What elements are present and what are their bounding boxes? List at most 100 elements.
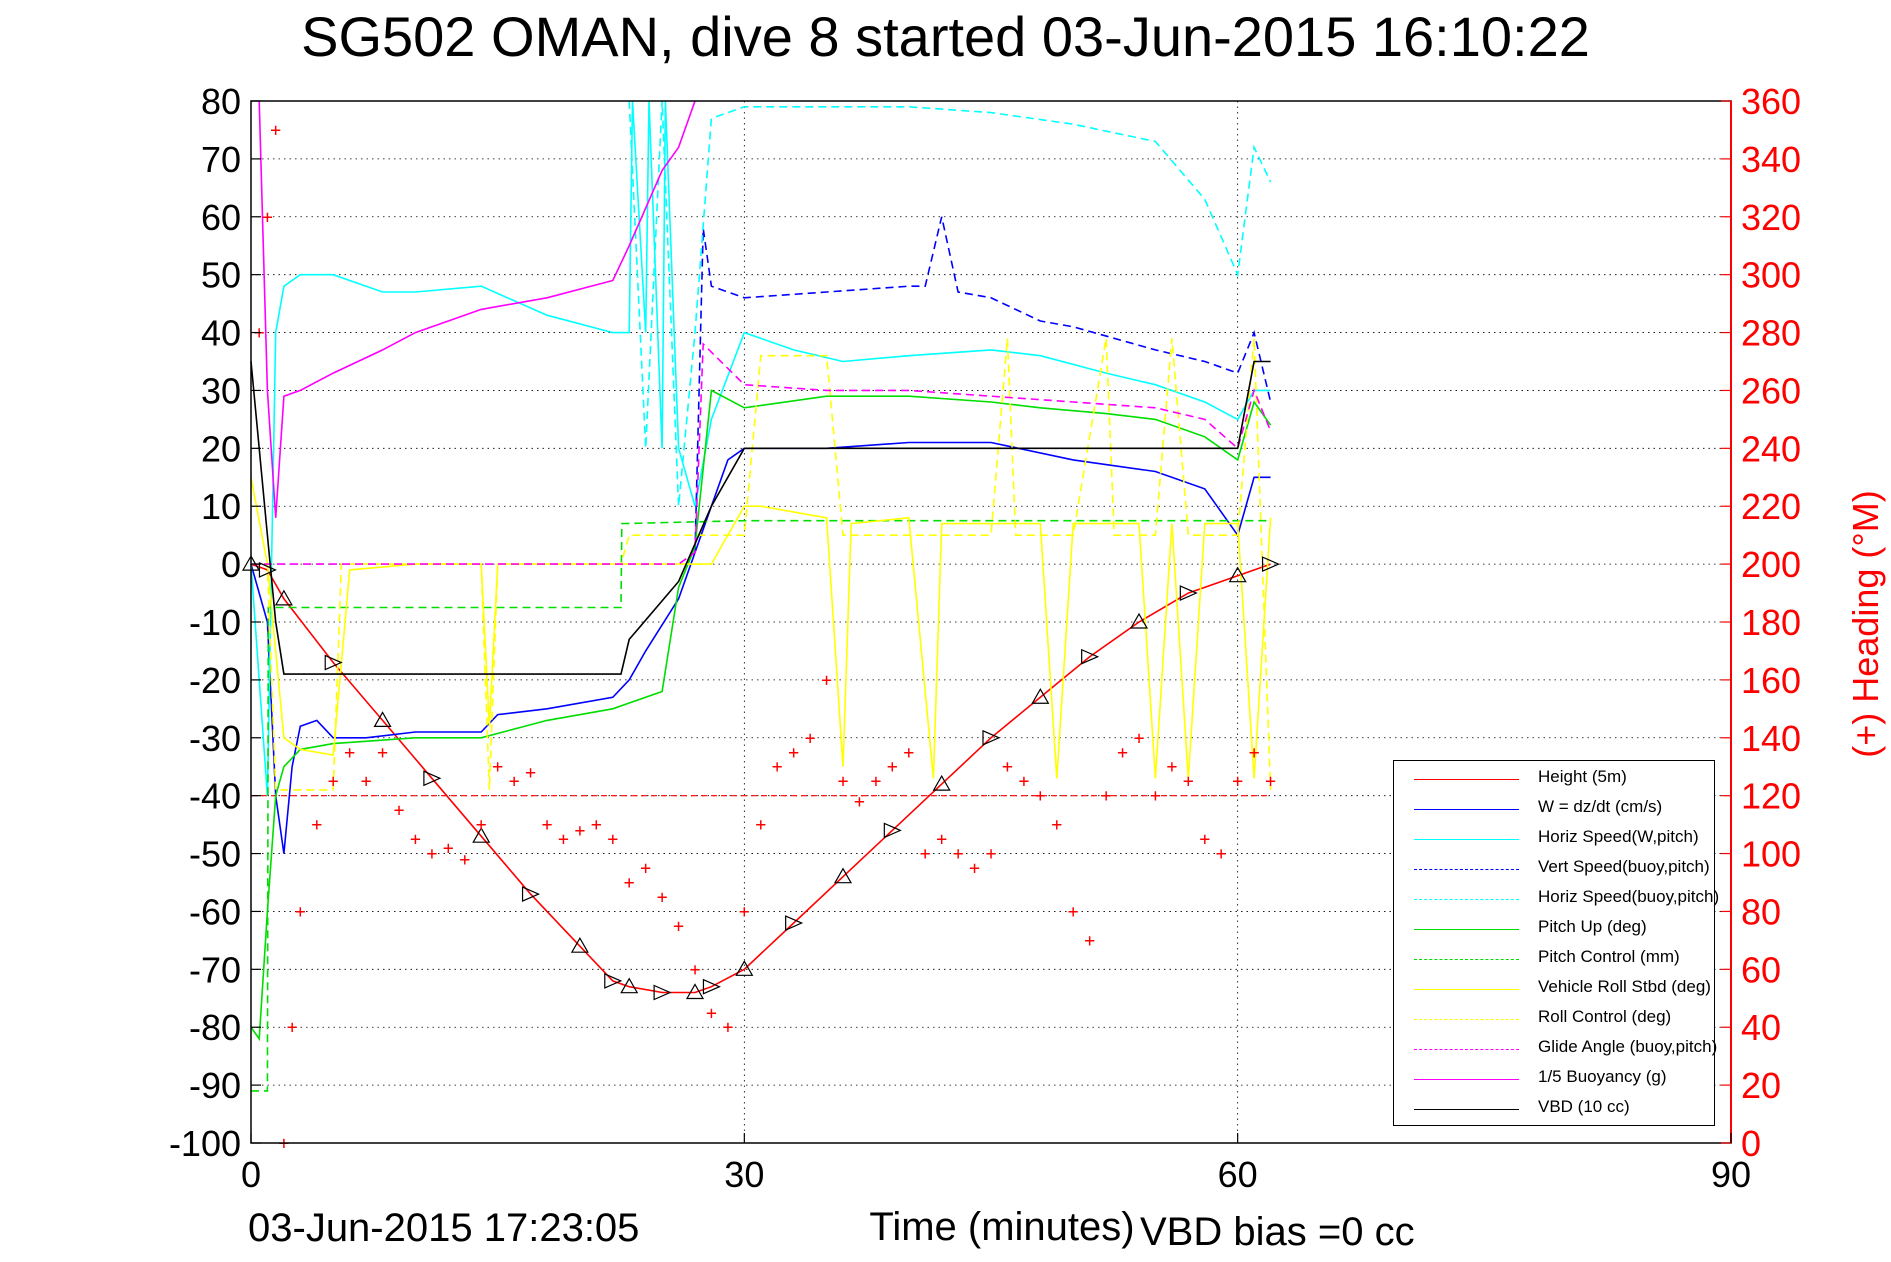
legend-label: Horiz Speed(W,pitch): [1538, 827, 1699, 846]
height-marker: [274, 589, 293, 606]
heading-point: +: [328, 771, 339, 792]
y2-tick-label: 340: [1741, 139, 1801, 180]
heading-point: +: [755, 815, 766, 836]
x-tick-label: 60: [1218, 1154, 1258, 1195]
heading-point: +: [426, 844, 437, 865]
legend-swatch: [1414, 869, 1519, 870]
y-tick-label: -50: [189, 834, 241, 875]
heading-point: +: [574, 820, 585, 841]
heading-point: +: [1232, 771, 1243, 792]
height-marker: [785, 915, 804, 931]
y2-tick-label: 80: [1741, 891, 1781, 932]
legend-label: Vehicle Roll Stbd (deg): [1538, 977, 1711, 996]
heading-point: +: [953, 844, 964, 865]
series-line: [251, 342, 1272, 565]
legend-swatch: [1414, 1079, 1519, 1080]
height-marker: [620, 977, 639, 994]
y2-tick-label: 180: [1741, 602, 1801, 643]
heading-point: +: [887, 757, 898, 778]
legend-swatch: [1414, 899, 1519, 900]
heading-point: +: [1101, 786, 1112, 807]
heading-point: +: [270, 120, 281, 141]
legend-swatch: [1414, 1019, 1519, 1020]
x-axis-label: Time (minutes): [869, 1205, 1134, 1249]
heading-point: +: [772, 757, 783, 778]
height-marker: [883, 822, 902, 839]
height-marker: [833, 867, 853, 884]
heading-point: +: [344, 742, 355, 763]
y-tick-label: 0: [221, 544, 241, 585]
heading-point: +: [410, 829, 421, 850]
legend-label: VBD (10 cc): [1538, 1097, 1630, 1116]
legend-label: W = dz/dt (cm/s): [1538, 797, 1663, 816]
heading-point: +: [377, 742, 388, 763]
y-tick-label: 80: [201, 81, 241, 122]
legend-item: Vehicle Roll Stbd (deg): [1394, 975, 1714, 1005]
chart-title: SG502 OMAN, dive 8 started 03-Jun-2015 1…: [301, 5, 1590, 68]
height-marker: [685, 983, 705, 1000]
legend-label: Height (5m): [1538, 767, 1627, 786]
heading-point: +: [525, 763, 536, 784]
legend-swatch: [1414, 839, 1519, 840]
y-tick-label: 30: [201, 370, 241, 411]
y-tick-label: 60: [201, 197, 241, 238]
heading-point: +: [311, 815, 322, 836]
y-tick-label: 10: [201, 486, 241, 527]
y-tick-label: -70: [189, 949, 241, 990]
plot-timestamp: 03-Jun-2015 17:23:05: [248, 1206, 640, 1250]
legend-item: Roll Control (deg): [1394, 1005, 1714, 1035]
series-line: [628, 100, 1272, 507]
x-tick-label: 90: [1711, 1154, 1751, 1195]
height-marker: [423, 770, 442, 787]
series-line: [250, 360, 1271, 675]
right-axis-label: (+) Heading (°M): [1845, 490, 1886, 757]
legend-item: Horiz Speed(W,pitch): [1394, 825, 1714, 855]
y-tick-label: 70: [201, 139, 241, 180]
series-line: [694, 216, 1272, 553]
series-line: [250, 477, 1272, 779]
heading-point: +: [476, 815, 487, 836]
legend-swatch: [1414, 1049, 1519, 1050]
height-marker: [1081, 648, 1100, 665]
heading-point: +: [1166, 757, 1177, 778]
legend-swatch: [1414, 989, 1519, 990]
height-marker: [702, 978, 721, 995]
legend-item: Glide Angle (buoy,pitch): [1394, 1035, 1718, 1065]
y2-tick-label: 120: [1741, 776, 1801, 817]
height-marker: [932, 774, 951, 791]
axis-layer: 80706050403020100-10-20-30-40-50-60-70-8…: [169, 81, 1801, 1195]
heading-point: +: [1199, 829, 1210, 850]
heading-point: +: [870, 771, 881, 792]
legend-swatch: [1414, 809, 1519, 810]
y2-tick-label: 280: [1741, 313, 1801, 354]
heading-point: +: [706, 1003, 717, 1024]
heading-point: +: [287, 1017, 298, 1038]
heading-point: +: [295, 901, 306, 922]
legend-label: 1/5 Buoyancy (g): [1538, 1067, 1667, 1086]
legend-label: Pitch Control (mm): [1538, 947, 1680, 966]
y2-tick-label: 320: [1741, 197, 1801, 238]
heading-point: +: [443, 838, 454, 859]
legend-swatch: [1414, 929, 1519, 930]
heading-point: +: [1150, 786, 1161, 807]
heading-point: +: [1068, 901, 1079, 922]
heading-point: +: [821, 670, 832, 691]
y2-tick-label: 40: [1741, 1007, 1781, 1048]
height-marker: [1179, 585, 1198, 601]
legend-label: Glide Angle (buoy,pitch): [1538, 1037, 1718, 1056]
heading-point: +: [690, 959, 701, 980]
heading-point: +: [969, 858, 980, 879]
heading-point: +: [1084, 930, 1095, 951]
height-marker: [982, 729, 1001, 746]
heading-point: +: [722, 1017, 733, 1038]
heading-point: +: [986, 844, 997, 865]
legend: Height (5m) W = dz/dt (cm/s) Horiz Speed(W…: [1393, 760, 1719, 1126]
vbd-bias-note: VBD bias =0 cc: [1140, 1210, 1415, 1254]
heading-point: +: [591, 815, 602, 836]
heading-point: +: [607, 829, 618, 850]
heading-point: +: [936, 829, 947, 850]
y-tick-label: -20: [189, 660, 241, 701]
height-marker: [258, 561, 277, 578]
y-tick-label: 40: [201, 313, 241, 354]
height-marker: [1129, 612, 1149, 629]
